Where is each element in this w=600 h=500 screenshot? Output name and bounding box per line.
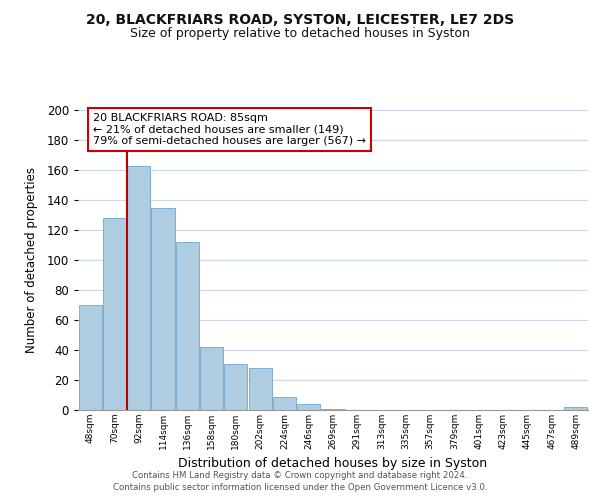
Bar <box>151 208 175 410</box>
Text: Contains public sector information licensed under the Open Government Licence v3: Contains public sector information licen… <box>113 484 487 492</box>
Bar <box>103 218 126 410</box>
Y-axis label: Number of detached properties: Number of detached properties <box>25 167 38 353</box>
Bar <box>224 364 247 410</box>
X-axis label: Distribution of detached houses by size in Syston: Distribution of detached houses by size … <box>178 458 488 470</box>
Bar <box>322 408 344 410</box>
Bar <box>200 347 223 410</box>
Text: 20, BLACKFRIARS ROAD, SYSTON, LEICESTER, LE7 2DS: 20, BLACKFRIARS ROAD, SYSTON, LEICESTER,… <box>86 12 514 26</box>
Text: Contains HM Land Registry data © Crown copyright and database right 2024.: Contains HM Land Registry data © Crown c… <box>132 471 468 480</box>
Bar <box>248 368 272 410</box>
Bar <box>273 396 296 410</box>
Bar <box>127 166 150 410</box>
Text: 20 BLACKFRIARS ROAD: 85sqm
← 21% of detached houses are smaller (149)
79% of sem: 20 BLACKFRIARS ROAD: 85sqm ← 21% of deta… <box>94 113 366 146</box>
Bar <box>297 404 320 410</box>
Bar <box>565 407 587 410</box>
Bar <box>79 305 101 410</box>
Bar <box>176 242 199 410</box>
Text: Size of property relative to detached houses in Syston: Size of property relative to detached ho… <box>130 28 470 40</box>
